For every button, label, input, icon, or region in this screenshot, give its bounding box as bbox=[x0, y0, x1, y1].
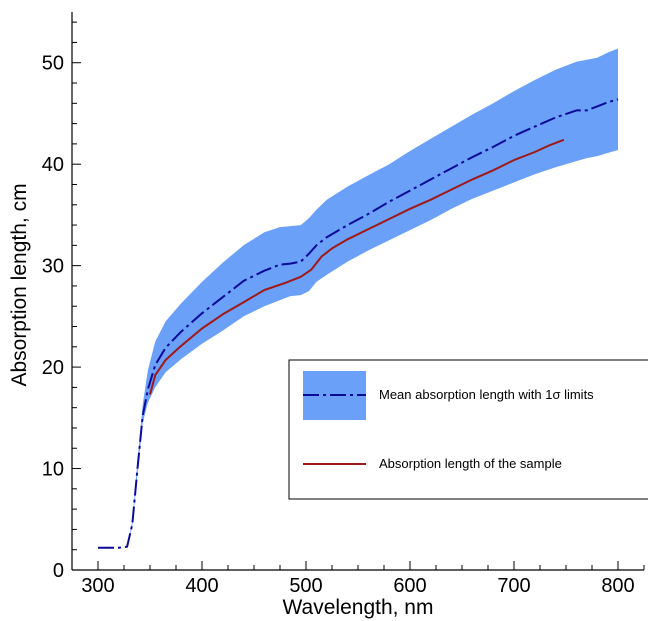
legend-label-sample: Absorption length of the sample bbox=[379, 456, 562, 471]
series-line-sample bbox=[149, 138, 565, 395]
x-tick-label: 600 bbox=[393, 575, 426, 597]
x-axis-title: Wavelength, nm bbox=[283, 596, 434, 619]
x-tick-label: 500 bbox=[289, 575, 322, 597]
x-tick-label: 300 bbox=[81, 575, 114, 597]
series-line-mean bbox=[98, 98, 619, 549]
y-tick-label: 20 bbox=[42, 357, 64, 379]
x-tick-label: 800 bbox=[601, 575, 634, 597]
y-tick-label: 30 bbox=[42, 256, 64, 278]
y-axis-title: Absorption length, cm bbox=[8, 183, 31, 386]
y-tick-label: 10 bbox=[42, 459, 64, 481]
x-tick-label: 400 bbox=[185, 575, 218, 597]
x-tick-label: 700 bbox=[497, 575, 530, 597]
y-tick-label: 0 bbox=[53, 560, 64, 582]
legend-label-mean: Mean absorption length with 1σ limits bbox=[379, 387, 594, 402]
y-tick-label: 40 bbox=[42, 154, 64, 176]
y-tick-label: 50 bbox=[42, 53, 64, 75]
